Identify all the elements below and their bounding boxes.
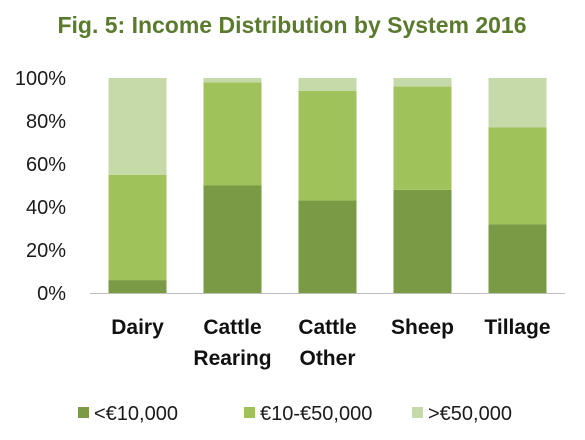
bar-segment xyxy=(488,127,547,225)
y-tick-label: 80% xyxy=(26,111,66,133)
y-tick-label: 100% xyxy=(15,68,66,90)
bar-segment xyxy=(108,78,167,175)
bar-segment xyxy=(108,174,167,281)
x-category-label: Other xyxy=(299,347,355,370)
legend-swatch xyxy=(244,407,255,418)
legend-swatch xyxy=(412,407,423,418)
x-category-label: Rearing xyxy=(193,347,271,370)
x-axis-labels: Dairy Cattle Rearing Cattle Other Sheep Tillag… xyxy=(111,316,550,370)
chart-title: Fig. 5: Income Distribution by System 20… xyxy=(57,12,526,38)
bar-segment xyxy=(488,78,547,128)
x-category-label: Sheep xyxy=(391,316,454,339)
bar-segment xyxy=(298,90,357,201)
y-tick-label: 40% xyxy=(26,197,66,219)
bar-segment xyxy=(108,280,167,293)
legend-label: >€50,000 xyxy=(428,403,512,425)
bar-segment xyxy=(298,78,357,91)
x-category-label: Cattle xyxy=(203,316,261,339)
bar-segment xyxy=(203,82,262,186)
bar-segment xyxy=(393,78,452,87)
legend-label: €10-€50,000 xyxy=(260,403,372,425)
bars-group xyxy=(108,78,547,293)
bar-segment xyxy=(203,78,262,83)
bar-segment xyxy=(393,189,452,293)
x-category-label: Cattle xyxy=(298,316,356,339)
y-tick-label: 20% xyxy=(26,240,66,262)
y-tick-label: 60% xyxy=(26,154,66,176)
bar-segment xyxy=(393,86,452,190)
x-category-label: Dairy xyxy=(111,316,164,339)
legend-label: <€10,000 xyxy=(94,403,178,425)
legend-swatch xyxy=(78,407,89,418)
bar-segment xyxy=(203,185,262,293)
y-tick-label: 0% xyxy=(37,283,66,305)
y-axis: 0% 20% 40% 60% 80% 100% xyxy=(15,68,565,305)
bar-segment xyxy=(298,200,357,293)
x-category-label: Tillage xyxy=(484,316,550,339)
bar-segment xyxy=(488,224,547,293)
legend: <€10,000 €10-€50,000 >€50,000 xyxy=(78,403,512,425)
